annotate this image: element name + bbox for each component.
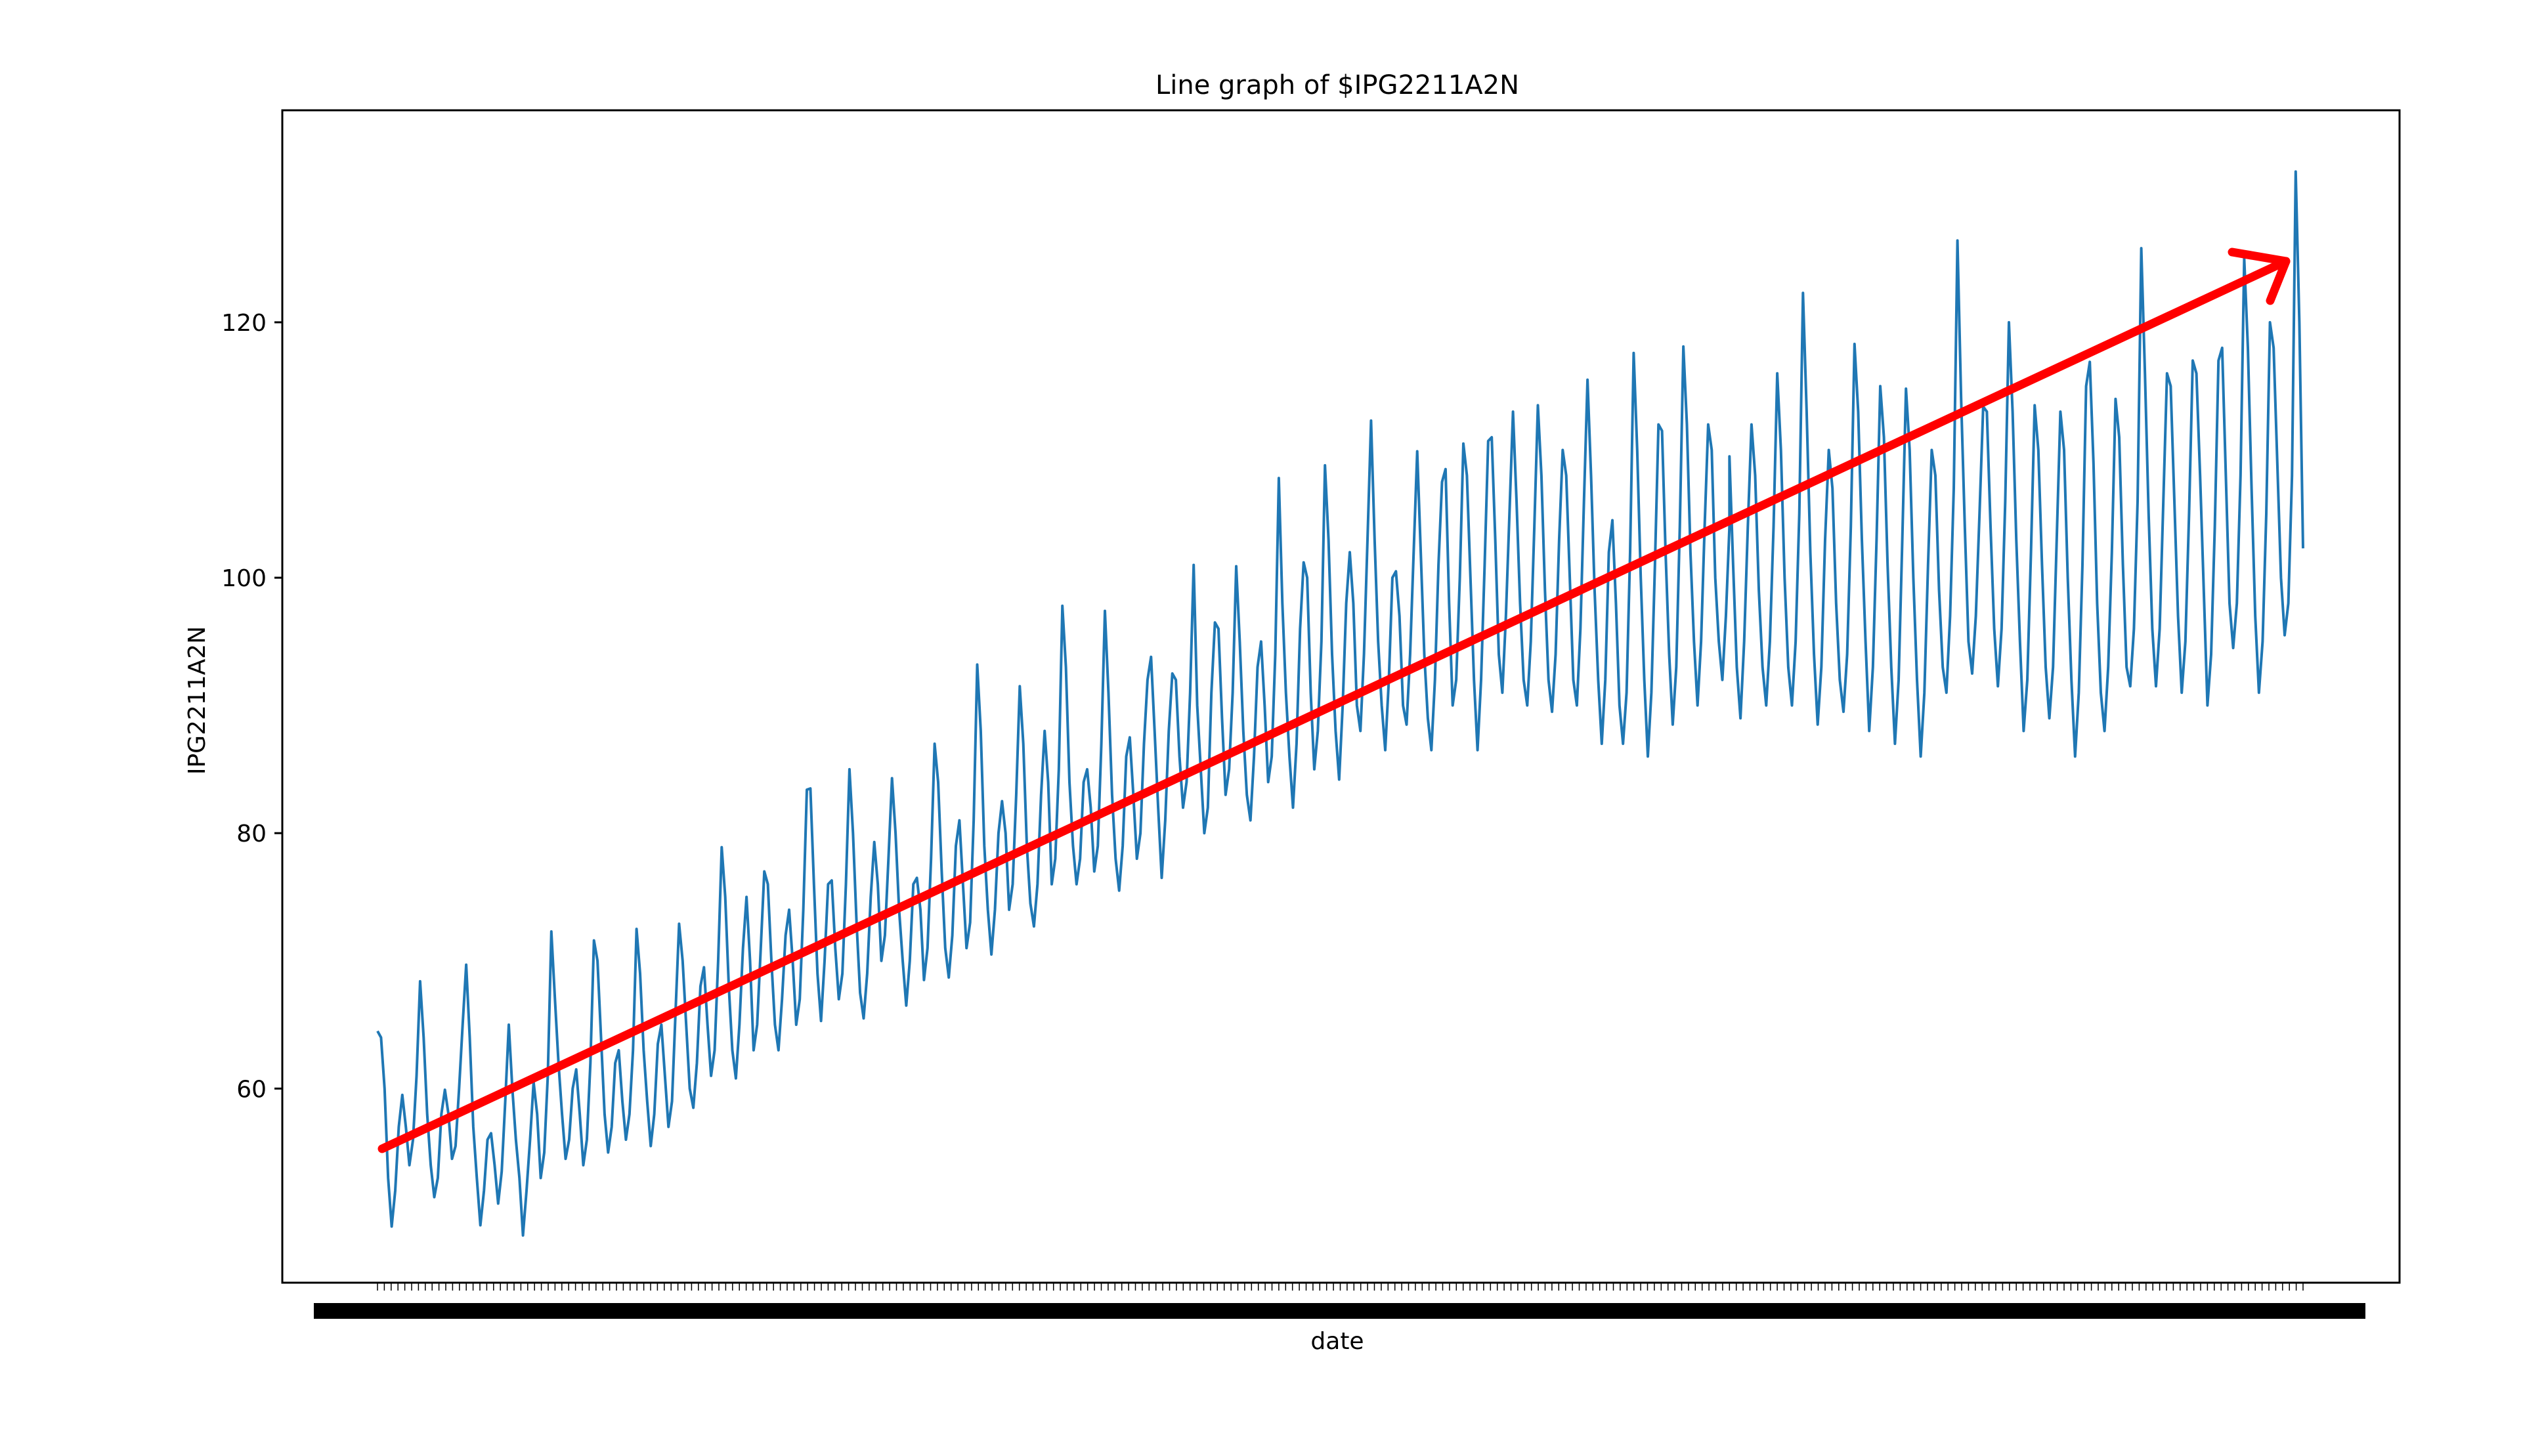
- plot-area-frame: [281, 109, 2401, 1284]
- y-tick-label: 120: [221, 310, 267, 337]
- y-tick-label: 60: [236, 1076, 267, 1103]
- y-axis-ticks: 60 80 100 120: [221, 310, 282, 1103]
- series-line: [376, 170, 2304, 1237]
- y-axis-label: IPG2211A2N: [184, 626, 211, 775]
- trend-arrow: [377, 247, 2291, 1153]
- x-tick-label-band: [314, 1303, 2365, 1319]
- x-tick-marks: [377, 1283, 2304, 1291]
- x-axis-label: date: [1310, 1328, 1364, 1355]
- y-tick-label: 100: [221, 565, 267, 592]
- chart-title: Line graph of $IPG2211A2N: [1155, 70, 1519, 100]
- trend-arrow-head: [2228, 247, 2291, 305]
- trend-arrow-shaft: [377, 257, 2291, 1153]
- y-tick-label: 80: [236, 821, 267, 847]
- x-tick-labels: [314, 1303, 2365, 1319]
